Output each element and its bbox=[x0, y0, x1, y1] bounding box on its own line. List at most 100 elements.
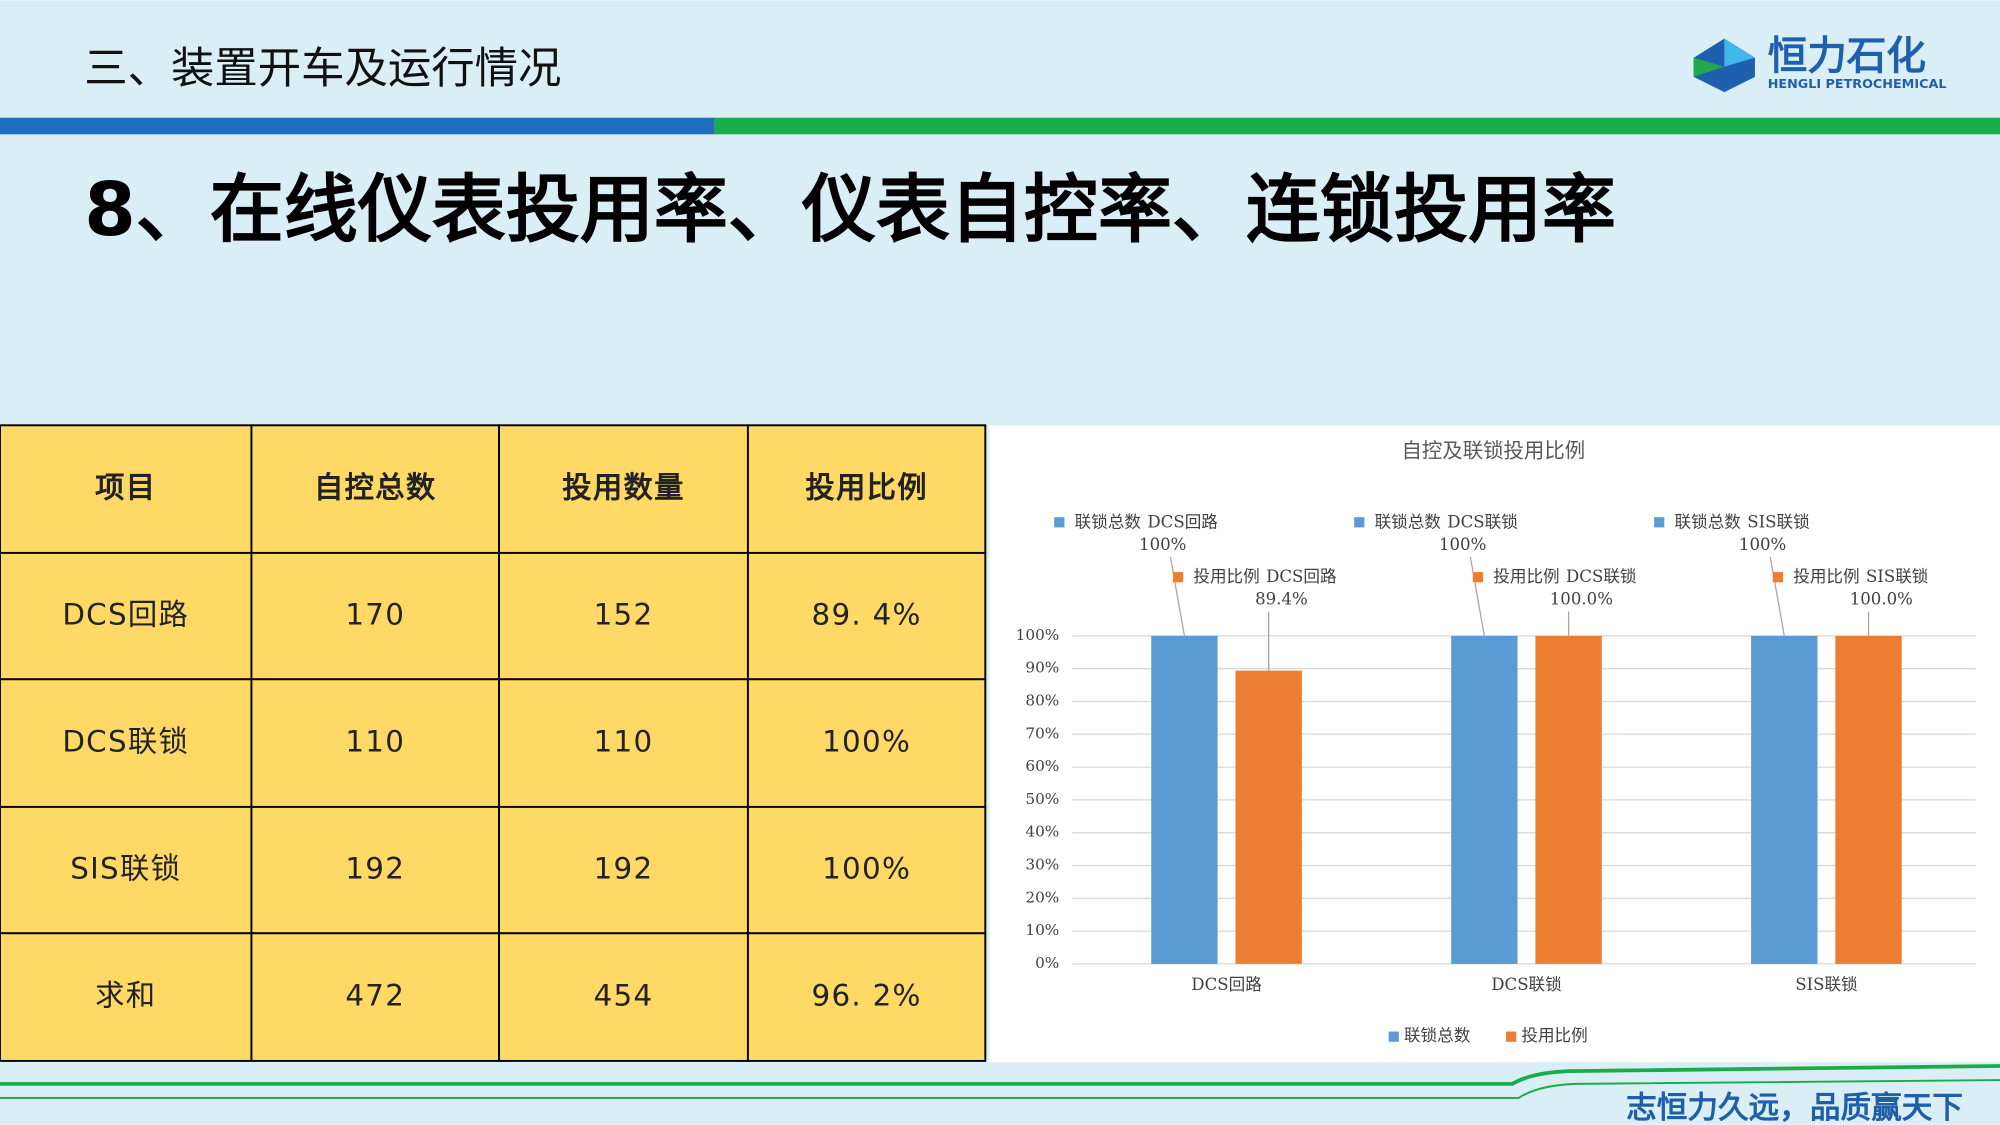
table-cell bbox=[250, 678, 500, 808]
bar bbox=[1535, 635, 1602, 964]
legend-label: 投用比例 bbox=[1521, 1026, 1587, 1045]
y-tick-label: 70% bbox=[1025, 724, 1059, 742]
data-label-series: 联锁总数 bbox=[1675, 512, 1742, 531]
table-cell-text: 96. 2% bbox=[812, 979, 922, 1013]
data-label-series: 联锁总数 bbox=[1075, 512, 1142, 531]
callout-swatch bbox=[1772, 572, 1784, 583]
callout-swatch bbox=[1472, 572, 1484, 583]
table-cell bbox=[0, 678, 253, 808]
y-tick-label: 40% bbox=[1025, 823, 1059, 841]
x-tick-label: DCS联锁 bbox=[1491, 975, 1562, 994]
table-cell-text: 110 bbox=[345, 725, 405, 759]
table-cell bbox=[498, 424, 749, 554]
table: 项目 自控总数 投用数量 投用比例 DCS回路 170 152 89. 4% DCS联锁 110 1… bbox=[0, 424, 987, 1062]
logo-text: 恒力石化 bbox=[1768, 33, 1926, 79]
y-tick-label: 10% bbox=[1025, 921, 1059, 939]
table-cell bbox=[746, 424, 987, 554]
table-header: 自控总数 bbox=[314, 471, 436, 505]
callout-swatch bbox=[1354, 517, 1365, 528]
data-label-category: DCS回路 bbox=[1266, 567, 1337, 586]
callout-swatch bbox=[1172, 572, 1184, 583]
data-label-series: 投用比例 bbox=[1493, 567, 1559, 586]
chart-title: 自控及联锁投用比例 bbox=[1401, 439, 1585, 463]
data-label-value: 100.0% bbox=[1850, 590, 1913, 609]
table-cell-text: 89. 4% bbox=[812, 598, 922, 632]
header-bar bbox=[714, 117, 2000, 135]
y-tick-label: 80% bbox=[1025, 691, 1059, 709]
data-label-value: 89.4% bbox=[1255, 590, 1308, 609]
table-cell bbox=[746, 551, 987, 681]
data-label-category: SIS联锁 bbox=[1747, 512, 1809, 531]
table-cell bbox=[746, 932, 987, 1062]
table-header: 项目 bbox=[95, 471, 156, 505]
bar bbox=[1235, 670, 1302, 964]
y-tick-label: 100% bbox=[1016, 626, 1060, 644]
table-cell-text: DCS联锁 bbox=[62, 725, 189, 759]
footer-line bbox=[0, 1079, 2000, 1099]
table-cell bbox=[498, 551, 749, 681]
y-tick-label: 30% bbox=[1025, 855, 1059, 873]
data-label: 联锁总数 DCS回路 bbox=[1075, 512, 1219, 531]
bar bbox=[1451, 635, 1518, 964]
leader-line bbox=[1169, 556, 1186, 637]
table-cell bbox=[250, 551, 500, 681]
table-cell bbox=[746, 805, 987, 935]
x-tick-label: SIS联锁 bbox=[1795, 975, 1857, 994]
data-label-value: 100% bbox=[1439, 535, 1486, 554]
table-cell bbox=[0, 932, 253, 1062]
table-cell bbox=[250, 424, 500, 554]
data-label-series: 投用比例 bbox=[1793, 567, 1859, 586]
section-title: 三、装置开车及运行情况 bbox=[84, 44, 561, 94]
table-cell-text: 170 bbox=[345, 598, 405, 632]
table-header: 投用数量 bbox=[562, 471, 684, 505]
chart: 自控及联锁投用比例 0% 10% 20% 30% 40% 50% 60% 70% 80% 90% 1… bbox=[1016, 439, 1976, 1045]
data-label-category: DCS联锁 bbox=[1447, 512, 1518, 531]
table-cell bbox=[250, 932, 500, 1062]
data-label-series: 联锁总数 bbox=[1375, 512, 1442, 531]
table-cell-text: 472 bbox=[345, 979, 405, 1013]
callout-swatch bbox=[1054, 517, 1065, 528]
data-label-series: 投用比例 bbox=[1193, 567, 1259, 586]
header-bar bbox=[0, 117, 715, 135]
data-label-category: SIS联锁 bbox=[1866, 567, 1928, 586]
data-label-value: 100% bbox=[1139, 535, 1186, 554]
table-cell-text: 192 bbox=[345, 852, 405, 886]
leader-line bbox=[1469, 556, 1485, 637]
callout-swatch bbox=[1654, 517, 1665, 528]
logo-mark bbox=[1724, 38, 1755, 67]
table-cell-text: 152 bbox=[594, 598, 654, 632]
logo-subtext: HENGLI PETROCHEMICAL bbox=[1768, 77, 1947, 92]
y-tick-label: 60% bbox=[1025, 757, 1059, 775]
data-label: 联锁总数 DCS联锁 bbox=[1375, 512, 1518, 531]
footer-line bbox=[0, 1064, 2000, 1086]
table-cell-text: 100% bbox=[822, 852, 911, 886]
bar bbox=[1151, 635, 1218, 964]
table-cell-text: 100% bbox=[822, 725, 911, 759]
table-cell-text: SIS联锁 bbox=[70, 852, 181, 886]
data-label: 投用比例 DCS联锁 bbox=[1493, 567, 1636, 586]
table-cell bbox=[0, 805, 253, 935]
slogan: 志恒力久远，品质赢天下 bbox=[1626, 1091, 1963, 1125]
logo: 恒力石化 HENGLI PETROCHEMICAL bbox=[1693, 33, 1947, 93]
y-tick-label: 20% bbox=[1025, 888, 1059, 906]
legend-swatch bbox=[1388, 1031, 1399, 1042]
table-cell bbox=[498, 678, 749, 808]
legend-label: 联锁总数 bbox=[1404, 1026, 1471, 1045]
table-cell bbox=[0, 424, 253, 554]
table-cell-text: 110 bbox=[594, 725, 654, 759]
data-label-category: DCS回路 bbox=[1147, 512, 1218, 531]
table-cell bbox=[0, 551, 253, 681]
table-cell bbox=[746, 678, 987, 808]
data-label-category: DCS联锁 bbox=[1566, 567, 1636, 586]
bar bbox=[1751, 635, 1818, 964]
table-cell-text: 求和 bbox=[95, 979, 156, 1013]
legend-swatch bbox=[1506, 1031, 1517, 1042]
y-tick-label: 0% bbox=[1035, 954, 1059, 972]
x-tick-label: DCS回路 bbox=[1191, 975, 1262, 994]
data-label: 投用比例 SIS联锁 bbox=[1793, 567, 1928, 586]
page-title: 8、在线仪表投用率、仪表自控率、连锁投用率 bbox=[84, 167, 1616, 253]
y-tick-label: 50% bbox=[1025, 790, 1059, 808]
table-cell-text: 192 bbox=[594, 852, 654, 886]
